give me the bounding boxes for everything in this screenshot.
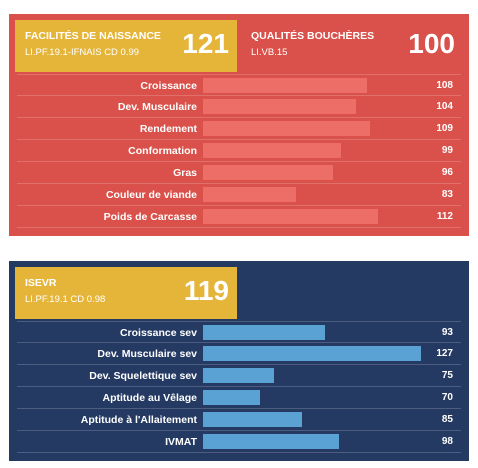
isevr-label: ISEVR bbox=[25, 277, 57, 289]
metric-value: 83 bbox=[441, 189, 453, 200]
metric-bar-track bbox=[203, 390, 429, 405]
isevr-rows: Croissance sev 93 Dev. Musculaire sev 127 De… bbox=[17, 321, 461, 453]
metric-name: Croissance sev bbox=[119, 327, 197, 339]
metric-bar-track bbox=[203, 368, 429, 383]
metric-bar-track bbox=[203, 143, 429, 158]
metric-row: Dev. Musculaire sev 127 bbox=[17, 343, 461, 365]
metric-bar bbox=[203, 209, 379, 224]
isevr-sub: LI.PF.19.1 CD 0.98 bbox=[25, 294, 106, 305]
metric-bar bbox=[203, 143, 342, 158]
metric-name: Dev. Musculaire bbox=[117, 101, 197, 113]
metric-name: Dev. Squelettique sev bbox=[89, 370, 197, 382]
birth-ease-box: FACILITÉS DE NAISSANCE LI.PF.19.1-IFNAIS… bbox=[15, 20, 237, 72]
metric-value: 96 bbox=[441, 167, 453, 178]
metric-row: Aptitude à l'Allaitement 85 bbox=[17, 409, 461, 431]
metric-name: Rendement bbox=[139, 123, 197, 135]
metric-bar bbox=[203, 121, 370, 136]
metric-row: IVMAT 98 bbox=[17, 431, 461, 453]
metric-bar-track bbox=[203, 412, 429, 427]
birth-ease-label: FACILITÉS DE NAISSANCE bbox=[25, 30, 161, 42]
isevr-panel: ISEVR LI.PF.19.1 CD 0.98 119 Croissance … bbox=[9, 261, 469, 461]
butcher-quality-sub: LI.VB.15 bbox=[251, 47, 288, 58]
metric-name: Croissance bbox=[140, 80, 197, 92]
metric-value: 99 bbox=[441, 145, 453, 156]
metric-row: Poids de Carcasse 112 bbox=[17, 206, 461, 228]
birth-ease-value: 121 bbox=[182, 28, 229, 59]
metric-value: 104 bbox=[436, 101, 453, 112]
metric-name: Conformation bbox=[128, 145, 197, 157]
metric-row: Croissance sev 93 bbox=[17, 321, 461, 343]
metric-name: Aptitude à l'Allaitement bbox=[80, 414, 197, 426]
metric-name: Dev. Musculaire sev bbox=[97, 348, 197, 360]
metric-bar-track bbox=[203, 434, 429, 449]
metric-row: Couleur de viande 83 bbox=[17, 184, 461, 206]
metric-bar bbox=[203, 78, 367, 93]
metric-bar bbox=[203, 390, 260, 405]
metric-name: IVMAT bbox=[165, 436, 197, 448]
metric-row: Croissance 108 bbox=[17, 74, 461, 96]
metric-row: Conformation 99 bbox=[17, 140, 461, 162]
metric-name: Aptitude au Vêlage bbox=[102, 392, 197, 404]
metric-value: 93 bbox=[441, 327, 453, 338]
metric-bar bbox=[203, 368, 274, 383]
metric-value: 85 bbox=[441, 414, 453, 425]
metric-name: Gras bbox=[173, 167, 197, 179]
metric-value: 109 bbox=[436, 123, 453, 134]
butcher-quality-value: 100 bbox=[408, 28, 455, 59]
metric-bar bbox=[203, 99, 356, 114]
metric-row: Rendement 109 bbox=[17, 118, 461, 140]
metric-row: Gras 96 bbox=[17, 162, 461, 184]
metric-bar-track bbox=[203, 121, 429, 136]
metric-value: 70 bbox=[441, 392, 453, 403]
metric-bar bbox=[203, 346, 421, 361]
metric-value: 112 bbox=[436, 211, 453, 222]
butcher-quality-box: QUALITÉS BOUCHÈRES LI.VB.15 100 bbox=[241, 20, 463, 72]
isevr-value: 119 bbox=[183, 275, 229, 306]
metric-bar bbox=[203, 187, 297, 202]
butcher-rows: Croissance 108 Dev. Musculaire 104 Rendement… bbox=[17, 74, 461, 228]
metric-bar bbox=[203, 412, 302, 427]
metric-name: Couleur de viande bbox=[105, 189, 197, 201]
metric-value: 98 bbox=[441, 436, 453, 447]
butcher-quality-label: QUALITÉS BOUCHÈRES bbox=[251, 30, 375, 42]
metric-bar bbox=[203, 165, 333, 180]
metric-bar-track bbox=[203, 346, 429, 361]
metric-bar-track bbox=[203, 325, 429, 340]
isevr-box: ISEVR LI.PF.19.1 CD 0.98 119 bbox=[15, 267, 237, 319]
metric-bar-track bbox=[203, 209, 429, 224]
metric-row: Dev. Musculaire 104 bbox=[17, 96, 461, 118]
metric-row: Dev. Squelettique sev 75 bbox=[17, 365, 461, 387]
metric-name: Poids de Carcasse bbox=[103, 211, 197, 223]
metric-value: 108 bbox=[436, 80, 453, 91]
metric-value: 75 bbox=[441, 370, 453, 381]
metric-bar-track bbox=[203, 78, 429, 93]
metric-bar bbox=[203, 325, 325, 340]
metric-bar-track bbox=[203, 99, 429, 114]
metric-bar-track bbox=[203, 165, 429, 180]
metric-value: 127 bbox=[436, 348, 453, 359]
metric-bar-track bbox=[203, 187, 429, 202]
birth-ease-panel: FACILITÉS DE NAISSANCE LI.PF.19.1-IFNAIS… bbox=[9, 14, 469, 236]
metric-row: Aptitude au Vêlage 70 bbox=[17, 387, 461, 409]
metric-bar bbox=[203, 434, 339, 449]
birth-ease-sub: LI.PF.19.1-IFNAIS CD 0.99 bbox=[25, 47, 140, 58]
